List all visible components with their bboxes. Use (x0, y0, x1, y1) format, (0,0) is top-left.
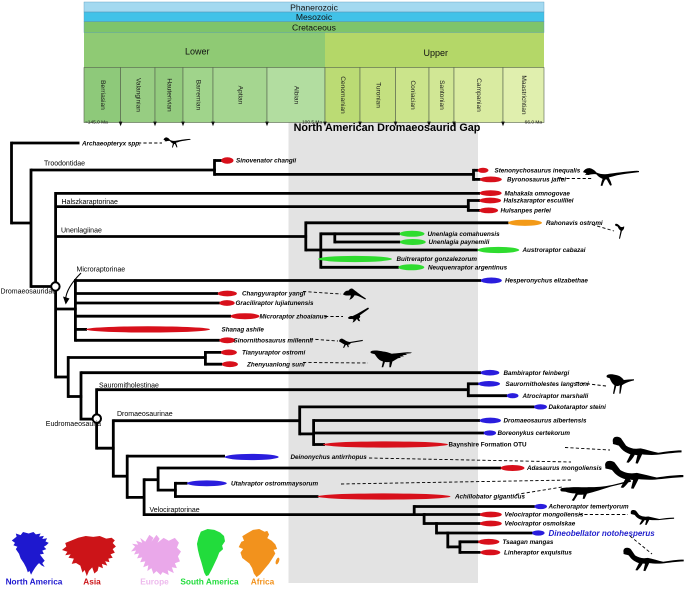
svg-text:Graciliraptor lujiatunensis: Graciliraptor lujiatunensis (236, 300, 315, 307)
svg-text:Dromaeosaurinae: Dromaeosaurinae (117, 411, 173, 418)
svg-text:Neuquenraptor argentinus: Neuquenraptor argentinus (428, 265, 508, 272)
svg-text:Cenomanian: Cenomanian (339, 76, 346, 114)
svg-text:Tianyuraptor ostromi: Tianyuraptor ostromi (242, 350, 305, 357)
svg-text:Tsaagan mangas: Tsaagan mangas (503, 539, 554, 546)
svg-text:Dineobellator notohesperus: Dineobellator notohesperus (549, 529, 656, 538)
svg-text:Europe: Europe (140, 577, 169, 587)
svg-text:Hauterivian: Hauterivian (166, 78, 173, 112)
svg-text:Dromaeosaurus albertensis: Dromaeosaurus albertensis (504, 418, 587, 425)
svg-text:Coniacian: Coniacian (409, 80, 416, 110)
svg-text:Troodontidae: Troodontidae (44, 161, 85, 168)
svg-text:Asia: Asia (83, 577, 101, 587)
svg-text:Phanerozoic: Phanerozoic (290, 3, 338, 13)
svg-text:Aptian: Aptian (237, 86, 244, 105)
svg-text:Atrociraptor marshalli: Atrociraptor marshalli (522, 393, 589, 400)
svg-text:Utahraptor ostrommaysorum: Utahraptor ostrommaysorum (231, 481, 319, 488)
svg-text:North America: North America (6, 577, 63, 587)
svg-text:Barremian: Barremian (195, 80, 202, 111)
svg-text:Baynshire Formation OTU: Baynshire Formation OTU (449, 442, 527, 449)
svg-text:Stenonychosaurus inequalis: Stenonychosaurus inequalis (495, 168, 581, 175)
svg-text:Campanian: Campanian (475, 78, 482, 112)
svg-text:North American Dromaeosaurid G: North American Dromaeosaurid Gap (294, 122, 481, 134)
svg-text:Africa: Africa (251, 577, 275, 587)
svg-text:Shanag ashile: Shanag ashile (222, 327, 265, 334)
svg-text:Halszkaraptorinae: Halszkaraptorinae (62, 199, 119, 206)
svg-text:Byronosaurus jaffei: Byronosaurus jaffei (507, 177, 566, 184)
svg-text:Velociraptorinae: Velociraptorinae (150, 507, 200, 514)
svg-text:Berriasian: Berriasian (99, 80, 106, 110)
svg-text:Santonian: Santonian (438, 80, 445, 110)
svg-text:Velociraptor mongoliensis: Velociraptor mongoliensis (505, 512, 584, 519)
svg-text:Buitreraptor gonzalezorum: Buitreraptor gonzalezorum (397, 256, 478, 263)
svg-text:Austroraptor cabazai: Austroraptor cabazai (522, 247, 586, 254)
svg-text:Bambiraptor feinbergi: Bambiraptor feinbergi (504, 370, 570, 377)
svg-text:Dromaeosauridae: Dromaeosauridae (1, 289, 57, 296)
svg-text:Valanginian: Valanginian (134, 78, 141, 112)
svg-text:South America: South America (180, 577, 239, 587)
svg-text:Linheraptor exquisitus: Linheraptor exquisitus (504, 550, 572, 557)
svg-text:Upper: Upper (424, 48, 449, 58)
svg-text:Acheroraptor temertyorum: Acheroraptor temertyorum (548, 504, 630, 511)
svg-text:Sinovenator changii: Sinovenator changii (236, 158, 296, 165)
svg-text:Rahonavis ostromi: Rahonavis ostromi (546, 220, 603, 227)
svg-text:Lower: Lower (185, 47, 210, 57)
svg-text:Unenlagiinae: Unenlagiinae (61, 228, 102, 235)
svg-text:Eudromaeosauria: Eudromaeosauria (46, 421, 101, 428)
svg-text:Changyuraptor yangi: Changyuraptor yangi (242, 291, 306, 298)
svg-text:Hulsanpes perlei: Hulsanpes perlei (501, 208, 552, 215)
svg-text:Microraptor zhoaianus: Microraptor zhoaianus (260, 313, 328, 320)
svg-text:Unenlagia paynemili: Unenlagia paynemili (429, 239, 490, 246)
svg-text:Mahakala omnogovae: Mahakala omnogovae (505, 190, 571, 197)
svg-text:Velociraptor osmolskae: Velociraptor osmolskae (505, 521, 576, 528)
svg-text:Hesperonychus elizabethae: Hesperonychus elizabethae (505, 278, 588, 285)
svg-text:Adasaurus mongoliensis: Adasaurus mongoliensis (526, 465, 602, 472)
svg-text:Archaeopteryx spp.: Archaeopteryx spp. (81, 140, 141, 147)
svg-text:Zhenyuanlong suni: Zhenyuanlong suni (246, 361, 305, 368)
svg-text:Turonian: Turonian (374, 82, 381, 108)
svg-text:Achillobator giganticus: Achillobator giganticus (454, 494, 525, 501)
svg-text:Halszkaraptor escuilliei: Halszkaraptor escuilliei (504, 198, 574, 205)
svg-text:Boreonykus certekorum: Boreonykus certekorum (498, 430, 571, 437)
svg-text:100.5 Ma: 100.5 Ma (302, 120, 322, 126)
svg-text:Sauromitholestinae: Sauromitholestinae (99, 383, 159, 390)
svg-text:Deinonychus antirrhopus: Deinonychus antirrhopus (291, 454, 368, 461)
svg-text:Mesozoic: Mesozoic (296, 12, 333, 22)
svg-text:Microraptorinae: Microraptorinae (77, 267, 126, 274)
svg-text:Sinornithosaurus millennii: Sinornithosaurus millennii (234, 338, 314, 345)
svg-text:Albian: Albian (293, 86, 300, 105)
svg-text:Saurornitholestes langstoni: Saurornitholestes langstoni (506, 381, 590, 388)
svg-text:66.0 Ma: 66.0 Ma (525, 120, 543, 126)
svg-text:Unenlagia comahuensis: Unenlagia comahuensis (428, 231, 501, 238)
svg-text:~145.0 Ma: ~145.0 Ma (85, 120, 108, 126)
svg-text:Dakotaraptor steini: Dakotaraptor steini (549, 404, 607, 411)
svg-text:Maastrichtian: Maastrichtian (520, 75, 527, 115)
svg-text:Cretaceous: Cretaceous (292, 22, 336, 32)
